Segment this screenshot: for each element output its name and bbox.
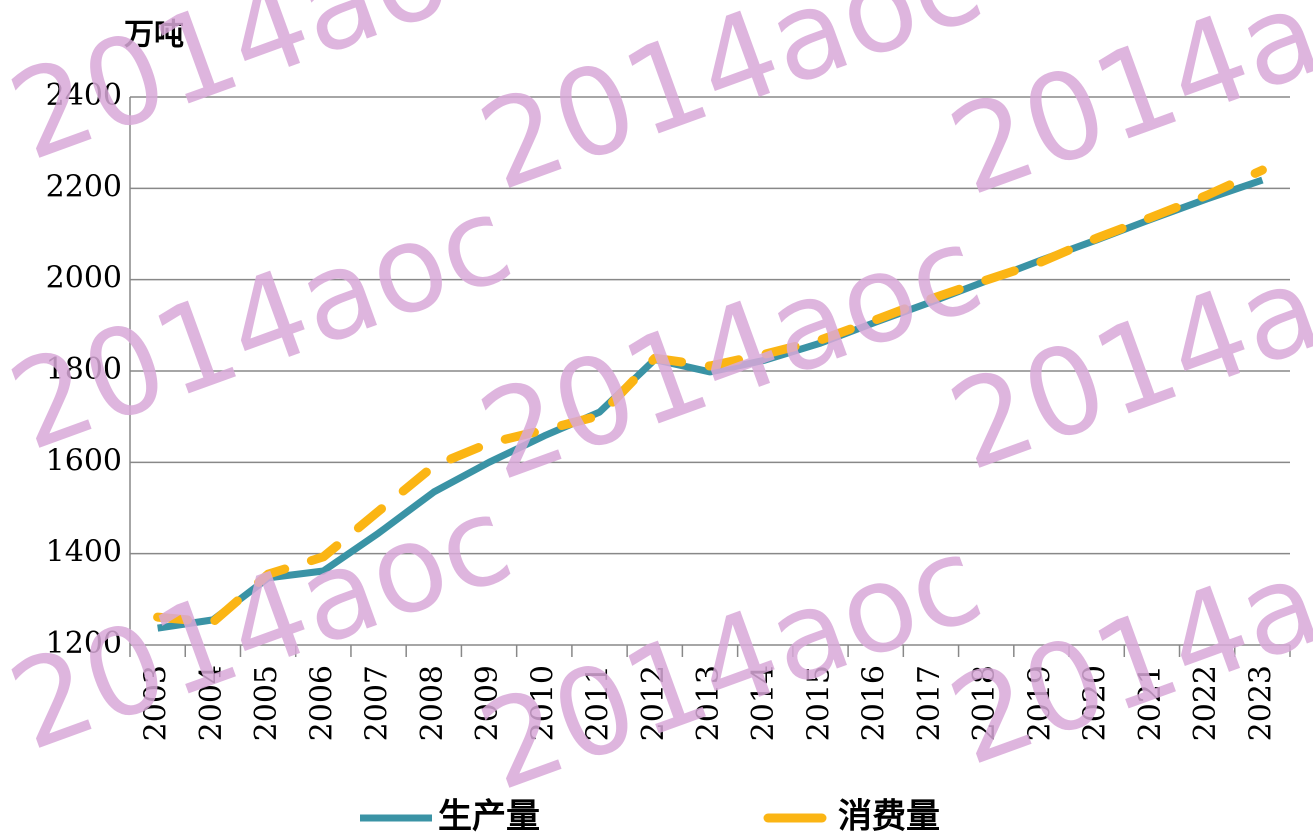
y-tick-label: 2400 xyxy=(46,78,122,113)
legend-label: 消费量 xyxy=(838,797,940,837)
x-tick-label: 2011 xyxy=(581,665,616,741)
x-tick-label: 2021 xyxy=(1133,665,1168,741)
x-tick-label: 2014 xyxy=(746,665,781,741)
x-tick-label: 2016 xyxy=(857,665,892,741)
x-tick-label: 2006 xyxy=(304,665,339,741)
series-line xyxy=(153,165,1267,627)
y-axis-label: 万吨 xyxy=(124,18,184,53)
x-tick-label: 2005 xyxy=(249,665,284,741)
legend-label: 生产量 xyxy=(438,797,540,837)
watermark: 2014aoc xyxy=(464,510,999,818)
y-tick-label: 1400 xyxy=(46,535,122,570)
x-tick-label: 2003 xyxy=(139,665,174,741)
watermark: 2014aoc xyxy=(934,190,1313,498)
x-tick-label: 2019 xyxy=(1022,665,1057,741)
x-tick-label: 2004 xyxy=(194,665,229,741)
x-tick-label: 2013 xyxy=(691,665,726,741)
watermark: 2014aoc xyxy=(464,0,999,218)
x-tick-label: 2009 xyxy=(470,665,505,741)
y-tick-label: 1800 xyxy=(46,352,122,387)
y-tick-label: 1200 xyxy=(46,626,122,661)
x-tick-label: 2012 xyxy=(636,665,671,741)
x-tick-label: 2017 xyxy=(912,665,947,741)
watermark: 2014aoc xyxy=(0,0,528,188)
x-tick-label: 2020 xyxy=(1078,665,1113,741)
x-tick-label: 2008 xyxy=(415,665,450,741)
x-tick-label: 2007 xyxy=(360,665,395,741)
watermark: 2014aoc xyxy=(0,170,528,478)
x-tick-label: 2010 xyxy=(525,665,560,741)
x-tick-label: 2015 xyxy=(801,665,836,741)
x-tick-label: 2018 xyxy=(967,665,1002,741)
y-tick-label: 1600 xyxy=(46,443,122,478)
y-tick-label: 2200 xyxy=(46,169,122,204)
x-tick-label: 2022 xyxy=(1188,665,1223,741)
y-tick-label: 2000 xyxy=(46,261,122,296)
series-line xyxy=(157,176,1264,632)
x-tick-label: 2023 xyxy=(1243,665,1278,741)
